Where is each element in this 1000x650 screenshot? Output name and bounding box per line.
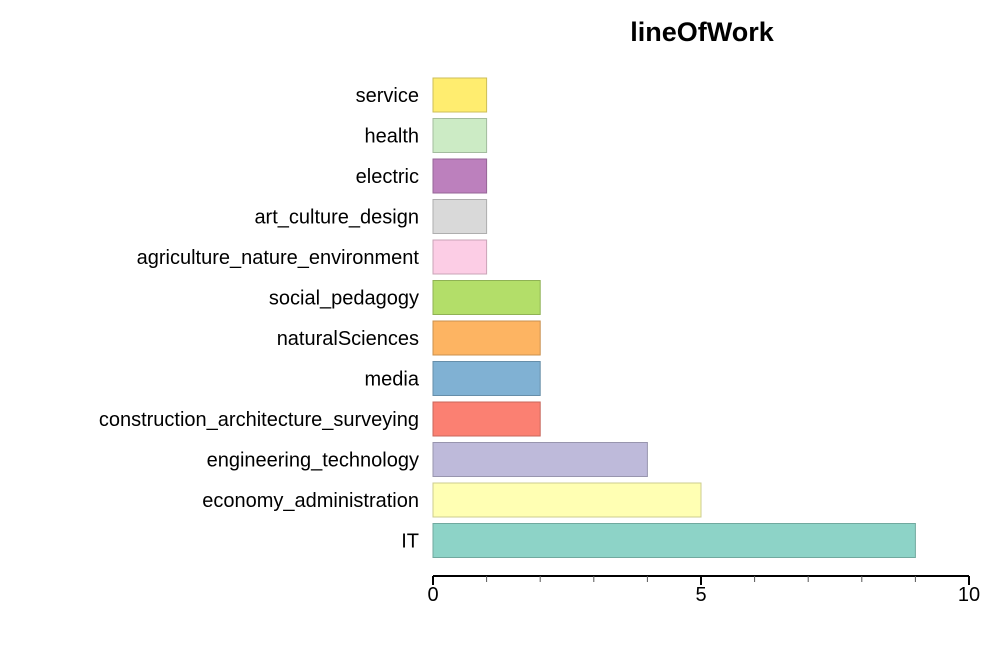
category-label: IT (401, 531, 419, 553)
category-label: economy_administration (202, 490, 419, 512)
x-axis: 0 5 10 (427, 575, 980, 606)
category-label: art_culture_design (254, 207, 419, 229)
bars-group (432, 77, 916, 558)
bar-economy_administration (432, 482, 702, 518)
category-label: social_pedagogy (269, 288, 419, 310)
category-labels: IT economy_administration engineering_tech… (99, 85, 420, 553)
x-tick-label: 5 (695, 584, 706, 606)
category-label: media (365, 369, 420, 391)
bar-agriculture_nature_environment (432, 239, 488, 275)
bar-art_culture_design (432, 199, 488, 234)
bar-health (432, 118, 488, 153)
category-label: agriculture_nature_environment (137, 247, 420, 269)
bar-naturalSciences (432, 320, 541, 356)
category-label: naturalSciences (277, 328, 419, 350)
category-label: electric (356, 166, 419, 188)
category-label: engineering_technology (207, 450, 419, 472)
bar-engineering_technology (432, 442, 648, 477)
x-tick-label: 10 (958, 584, 980, 606)
bar-social_pedagogy (432, 280, 541, 315)
category-label: health (365, 126, 420, 148)
x-tick-label: 0 (427, 584, 438, 606)
bar-service (432, 77, 488, 113)
chart-title: lineOfWork (630, 17, 775, 47)
bar-IT (432, 523, 916, 558)
category-label: service (356, 85, 419, 107)
bar-electric (432, 158, 488, 194)
bar-construction_architecture_surveying (432, 401, 541, 437)
bar-media (432, 361, 541, 396)
category-label: construction_architecture_surveying (99, 409, 419, 431)
